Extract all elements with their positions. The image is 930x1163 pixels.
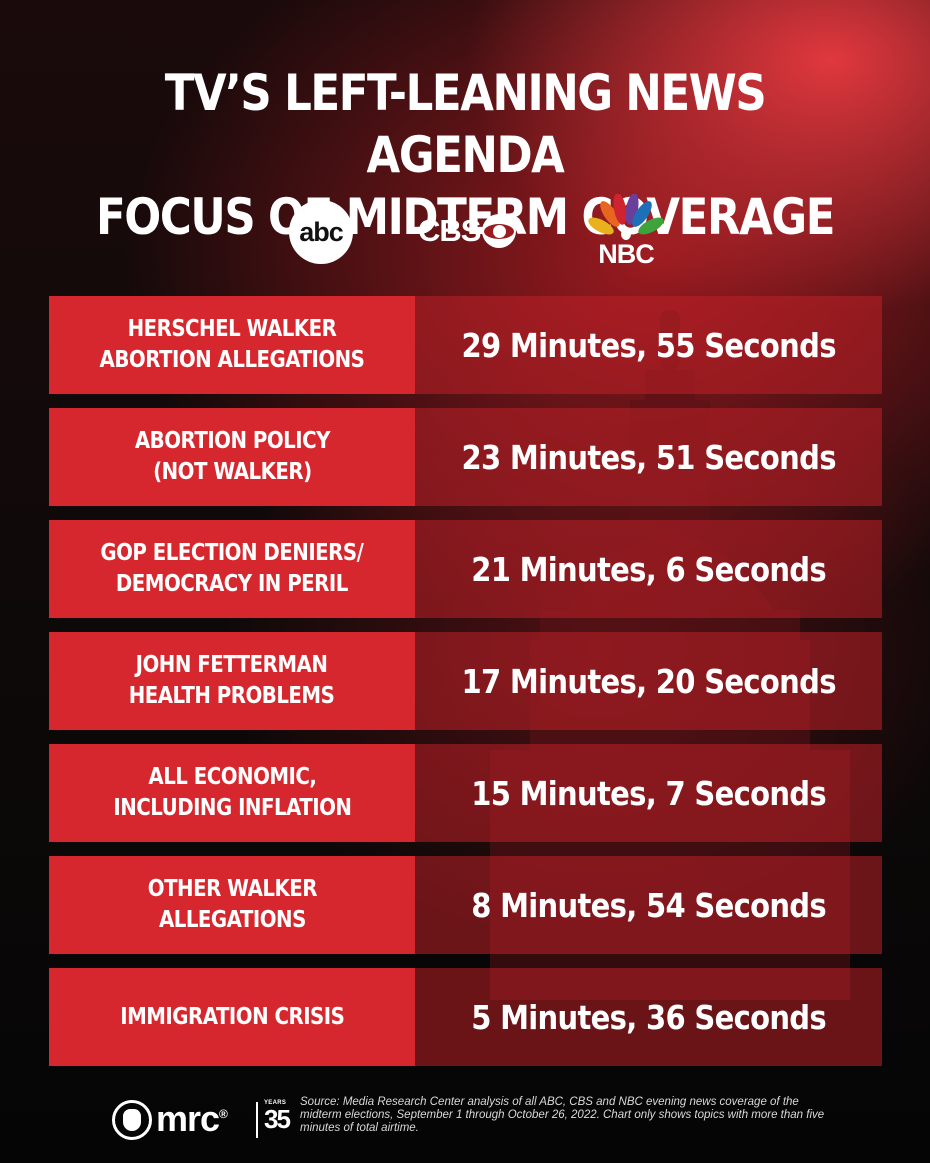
cbs-logo-text: CBS <box>418 213 481 248</box>
airtime-cell: 17 Minutes, 20 Seconds <box>415 632 882 730</box>
table-row: ABORTION POLICY (NOT WALKER) 23 Minutes, … <box>49 408 882 506</box>
airtime-cell: 21 Minutes, 6 Seconds <box>415 520 882 618</box>
title-line-1: TV’S LEFT-LEANING NEWS AGENDA <box>164 64 767 184</box>
airtime-cell: 15 Minutes, 7 Seconds <box>415 744 882 842</box>
topic-cell: IMMIGRATION CRISIS <box>49 968 415 1066</box>
topic-cell: ABORTION POLICY (NOT WALKER) <box>49 408 415 506</box>
title-line-2: FOCUS OF MIDTERM COVERAGE <box>95 188 835 246</box>
topic-label: ABORTION POLICY (NOT WALKER) <box>134 428 330 485</box>
table-row: OTHER WALKER ALLEGATIONS 8 Minutes, 54 Se… <box>49 856 882 954</box>
network-logos: abc CBS NBC <box>0 192 930 272</box>
mrc-seal-icon <box>112 1100 152 1140</box>
airtime-value: 8 Minutes, 54 Seconds <box>471 885 826 925</box>
mrc-logo: mrc® <box>156 1098 228 1140</box>
airtime-value: 29 Minutes, 55 Seconds <box>461 325 836 365</box>
cbs-logo: CBS <box>418 213 517 248</box>
airtime-cell: 29 Minutes, 55 Seconds <box>415 296 882 394</box>
topic-label: OTHER WALKER ALLEGATIONS <box>147 876 317 933</box>
nbc-logo-text: NBC <box>598 239 655 269</box>
topic-cell: OTHER WALKER ALLEGATIONS <box>49 856 415 954</box>
table-row: GOP ELECTION DENIERS/ DEMOCRACY IN PERIL… <box>49 520 882 618</box>
nbc-peacock-icon <box>588 194 664 240</box>
years-label: YEARS <box>264 1100 287 1106</box>
topic-label: IMMIGRATION CRISIS <box>119 1003 345 1030</box>
airtime-cell: 8 Minutes, 54 Seconds <box>415 856 882 954</box>
topic-label: HERSCHEL WALKER ABORTION ALLEGATIONS <box>99 316 365 373</box>
topic-label: GOP ELECTION DENIERS/ DEMOCRACY IN PERIL <box>100 540 364 597</box>
airtime-cell: 5 Minutes, 36 Seconds <box>415 968 882 1066</box>
table-row: HERSCHEL WALKER ABORTION ALLEGATIONS 29 M… <box>49 296 882 394</box>
mrc-registered-mark: ® <box>219 1107 228 1121</box>
years-number: 35 <box>264 1104 291 1134</box>
topic-label: ALL ECONOMIC, INCLUDING INFLATION <box>112 764 352 821</box>
mrc-logo-text: mrc <box>156 1098 220 1139</box>
topic-cell: HERSCHEL WALKER ABORTION ALLEGATIONS <box>49 296 415 394</box>
abc-logo-text: abc <box>299 216 344 247</box>
airtime-value: 21 Minutes, 6 Seconds <box>471 549 826 589</box>
airtime-cell: 23 Minutes, 51 Seconds <box>415 408 882 506</box>
airtime-value: 17 Minutes, 20 Seconds <box>461 661 836 701</box>
table-row: ALL ECONOMIC, INCLUDING INFLATION 15 Minu… <box>49 744 882 842</box>
airtime-value: 5 Minutes, 36 Seconds <box>471 997 826 1037</box>
topic-cell: JOHN FETTERMAN HEALTH PROBLEMS <box>49 632 415 730</box>
footer: mrc® YEARS 35 Source: Media Research Cen… <box>112 1094 832 1144</box>
source-note: Source: Media Research Center analysis o… <box>300 1096 825 1134</box>
airtime-value: 23 Minutes, 51 Seconds <box>461 437 836 477</box>
table-row: IMMIGRATION CRISIS 5 Minutes, 36 Seconds <box>49 968 882 1066</box>
cbs-eye-icon <box>482 214 517 248</box>
table-row: JOHN FETTERMAN HEALTH PROBLEMS 17 Minutes… <box>49 632 882 730</box>
nbc-logo: NBC <box>588 194 664 268</box>
years-badge: YEARS 35 <box>264 1100 291 1134</box>
topic-cell: ALL ECONOMIC, INCLUDING INFLATION <box>49 744 415 842</box>
airtime-value: 15 Minutes, 7 Seconds <box>471 773 826 813</box>
topic-label: JOHN FETTERMAN HEALTH PROBLEMS <box>129 652 335 709</box>
chart-title: TV’S LEFT-LEANING NEWS AGENDA FOCUS OF M… <box>60 62 869 248</box>
abc-logo: abc <box>289 200 353 264</box>
topic-cell: GOP ELECTION DENIERS/ DEMOCRACY IN PERIL <box>49 520 415 618</box>
footer-divider <box>256 1102 258 1138</box>
